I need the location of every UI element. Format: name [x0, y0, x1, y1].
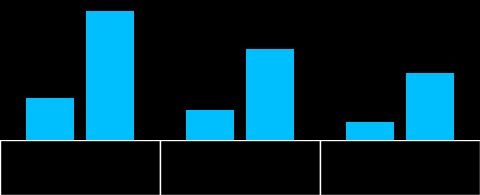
Bar — [246, 49, 294, 140]
Bar — [160, 140, 320, 195]
Bar — [186, 110, 234, 140]
Bar — [407, 73, 455, 140]
Bar — [346, 122, 394, 140]
Bar — [0, 140, 160, 195]
Bar — [25, 98, 73, 140]
Bar — [86, 11, 134, 140]
Bar — [320, 140, 480, 195]
